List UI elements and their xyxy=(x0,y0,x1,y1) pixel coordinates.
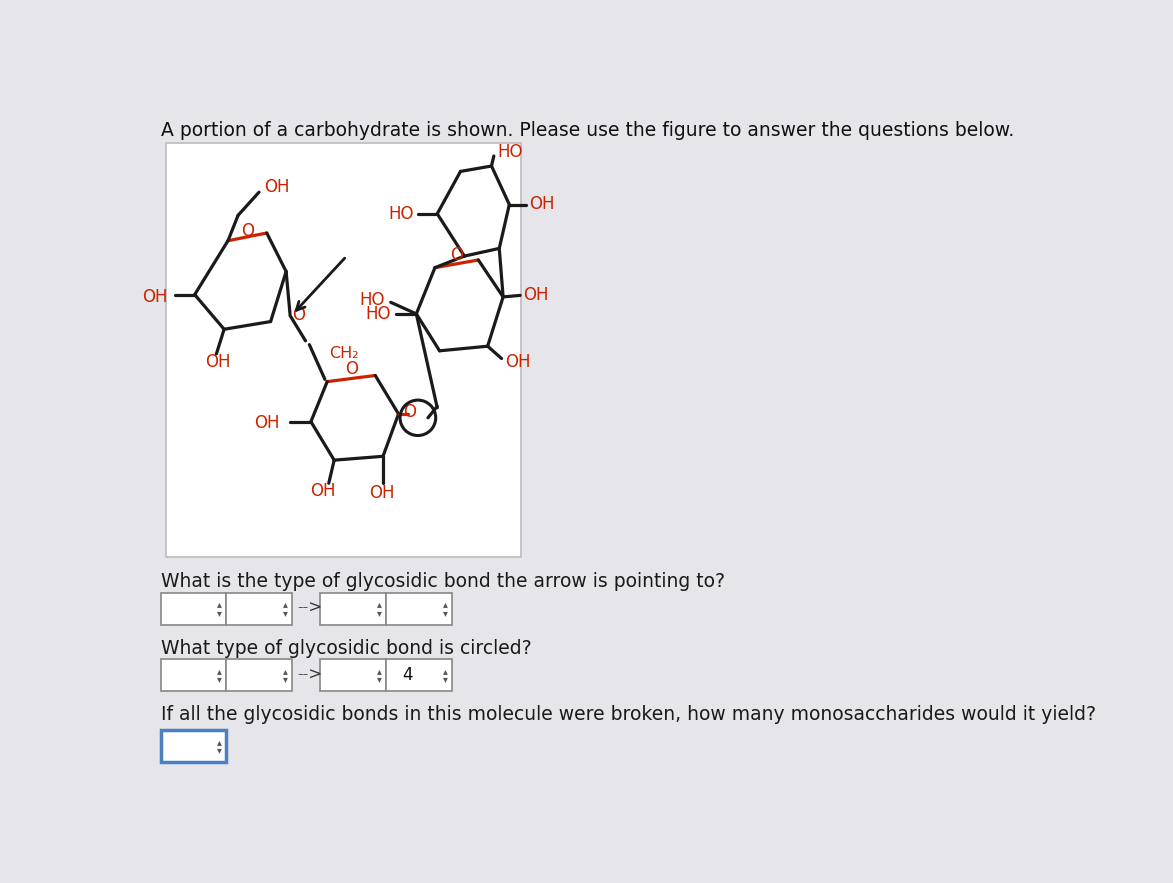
Text: HO: HO xyxy=(360,291,385,309)
Text: What type of glycosidic bond is circled?: What type of glycosidic bond is circled? xyxy=(161,638,531,658)
Text: ▴
▾: ▴ ▾ xyxy=(283,600,287,618)
Text: OH: OH xyxy=(205,352,230,371)
Text: O: O xyxy=(345,360,358,378)
Text: -->: --> xyxy=(297,667,323,683)
Text: HO: HO xyxy=(365,305,391,323)
Text: ▴
▾: ▴ ▾ xyxy=(217,600,222,618)
Text: O: O xyxy=(450,245,463,263)
Text: OH: OH xyxy=(142,288,168,306)
Text: OH: OH xyxy=(504,353,530,372)
Bar xyxy=(386,592,452,625)
Text: O: O xyxy=(292,306,305,324)
Bar xyxy=(386,659,452,691)
Text: -->: --> xyxy=(297,600,323,617)
Text: A portion of a carbohydrate is shown. Please use the figure to answer the questi: A portion of a carbohydrate is shown. Pl… xyxy=(161,121,1013,140)
Bar xyxy=(320,659,386,691)
Text: ▴
▾: ▴ ▾ xyxy=(217,736,222,755)
Text: HO: HO xyxy=(388,205,414,223)
Text: OH: OH xyxy=(368,484,394,502)
Text: O: O xyxy=(402,403,416,420)
Text: ▴
▾: ▴ ▾ xyxy=(442,600,447,618)
Text: O: O xyxy=(240,223,253,240)
Bar xyxy=(161,729,226,762)
Bar xyxy=(161,592,226,625)
Text: ▴
▾: ▴ ▾ xyxy=(283,666,287,684)
Text: What is the type of glycosidic bond the arrow is pointing to?: What is the type of glycosidic bond the … xyxy=(161,572,725,591)
Text: ▴
▾: ▴ ▾ xyxy=(377,666,381,684)
Text: OH: OH xyxy=(255,414,280,432)
Text: OH: OH xyxy=(311,482,337,500)
Text: OH: OH xyxy=(529,195,555,213)
Bar xyxy=(161,659,226,691)
Bar xyxy=(167,143,521,557)
Text: 4: 4 xyxy=(402,666,413,684)
Bar xyxy=(226,592,292,625)
Bar xyxy=(320,592,386,625)
Bar xyxy=(226,659,292,691)
Text: OH: OH xyxy=(264,177,290,196)
Text: CH₂: CH₂ xyxy=(328,346,358,361)
Text: OH: OH xyxy=(523,285,549,304)
Text: HO: HO xyxy=(497,143,522,162)
Text: ▴
▾: ▴ ▾ xyxy=(442,666,447,684)
Text: If all the glycosidic bonds in this molecule were broken, how many monosaccharid: If all the glycosidic bonds in this mole… xyxy=(161,705,1096,724)
Text: ▴
▾: ▴ ▾ xyxy=(217,666,222,684)
Text: ▴
▾: ▴ ▾ xyxy=(377,600,381,618)
